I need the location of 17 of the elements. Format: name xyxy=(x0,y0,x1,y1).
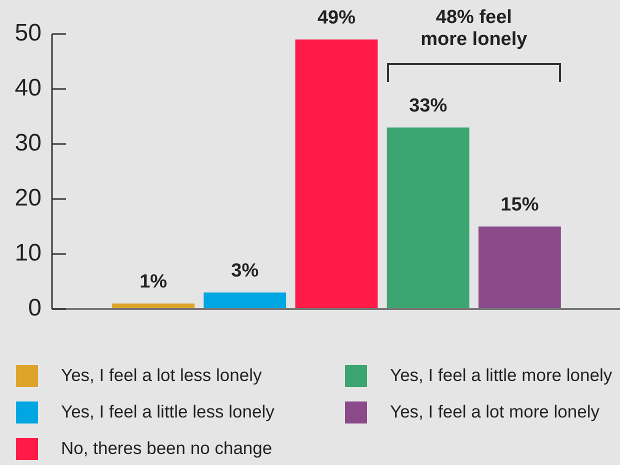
legend-label: Yes, I feel a lot less lonely xyxy=(61,364,262,385)
y-tick-label: 40 xyxy=(14,74,42,102)
y-tick-label: 30 xyxy=(14,130,42,157)
legend-label: No, theres been no change xyxy=(61,438,272,458)
y-tick-label: 0 xyxy=(28,294,42,322)
annotation: 48% feel more lonely xyxy=(420,7,528,50)
data-label: 49% xyxy=(317,8,356,29)
data-label: 1% xyxy=(140,272,168,293)
data-label: 3% xyxy=(231,260,259,282)
data-label: 15% xyxy=(500,194,539,216)
y-tick-label: 50 xyxy=(14,20,42,47)
y-tick-label: 20 xyxy=(14,184,42,212)
legend-label: Yes, I feel a little less lonely xyxy=(61,401,275,422)
legend-label: Yes, I feel a lot more lonely xyxy=(390,401,600,422)
data-label: 33% xyxy=(409,96,448,117)
y-tick-label: 10 xyxy=(14,240,42,267)
legend-label: Yes, I feel a little more lonely xyxy=(390,364,612,385)
